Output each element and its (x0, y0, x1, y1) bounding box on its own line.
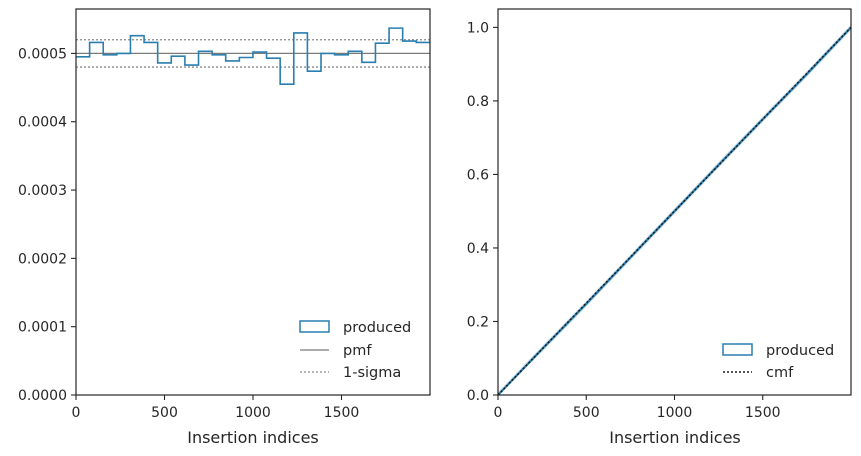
x-tick-label: 0 (494, 405, 503, 421)
y-tick-label: 0.0005 (18, 46, 67, 62)
x-ticks-right: 0 500 1000 1500 (494, 395, 781, 421)
y-tick-label: 1.0 (467, 20, 489, 36)
x-axis-label-left: Insertion indices (187, 428, 319, 447)
y-tick-label: 0.0003 (18, 183, 67, 199)
y-tick-label: 0.6 (467, 167, 489, 183)
x-tick-label: 1500 (324, 405, 360, 421)
y-tick-label: 0.4 (467, 241, 489, 257)
legend-cmf-label: cmf (766, 365, 794, 381)
y-tick-label: 0.8 (467, 94, 489, 110)
y-ticks-right: 0.0 0.2 0.4 0.6 0.8 1.0 (467, 20, 498, 404)
x-tick-label: 500 (151, 405, 178, 421)
y-tick-label: 0.2 (467, 314, 489, 330)
x-tick-label: 1500 (745, 405, 781, 421)
x-tick-label: 1000 (657, 405, 693, 421)
legend-produced-label: produced (766, 343, 834, 359)
legend-left: produced pmf 1-sigma (299, 320, 411, 381)
y-tick-label: 0.0 (467, 388, 489, 404)
y-tick-label: 0.0002 (18, 251, 67, 267)
legend-right: produced cmf (722, 343, 834, 381)
plot-area-left (76, 27, 430, 85)
legend-pmf-label: pmf (343, 343, 372, 359)
y-tick-label: 0.0000 (18, 388, 67, 404)
x-tick-label: 0 (72, 405, 81, 421)
y-tick-label: 0.0004 (18, 115, 67, 131)
produced-histogram-step (76, 27, 430, 85)
cmf-panel: 0 500 1000 1500 0.0 0.2 0.4 0.6 0.8 1.0 Insertio… (467, 8, 852, 447)
legend-produced-swatch (299, 320, 330, 333)
pmf-histogram-panel: 0 500 1000 1500 0.00000.00010.00020.00030.0… (18, 8, 431, 447)
legend-produced-label: produced (343, 320, 411, 336)
cmf-line (497, 26, 852, 396)
y-tick-label: 0.0001 (18, 320, 67, 336)
legend-sigma-label: 1-sigma (343, 365, 401, 381)
legend-produced-swatch (722, 343, 753, 356)
plot-area-right (497, 24, 852, 396)
x-tick-label: 1000 (235, 405, 271, 421)
x-tick-label: 500 (573, 405, 600, 421)
x-ticks-left: 0 500 1000 1500 (72, 395, 360, 421)
y-ticks-left: 0.0000 0.0001 0.0002 0.0003 0.0004 0.0005 (18, 46, 76, 404)
x-axis-label-right: Insertion indices (609, 428, 741, 447)
